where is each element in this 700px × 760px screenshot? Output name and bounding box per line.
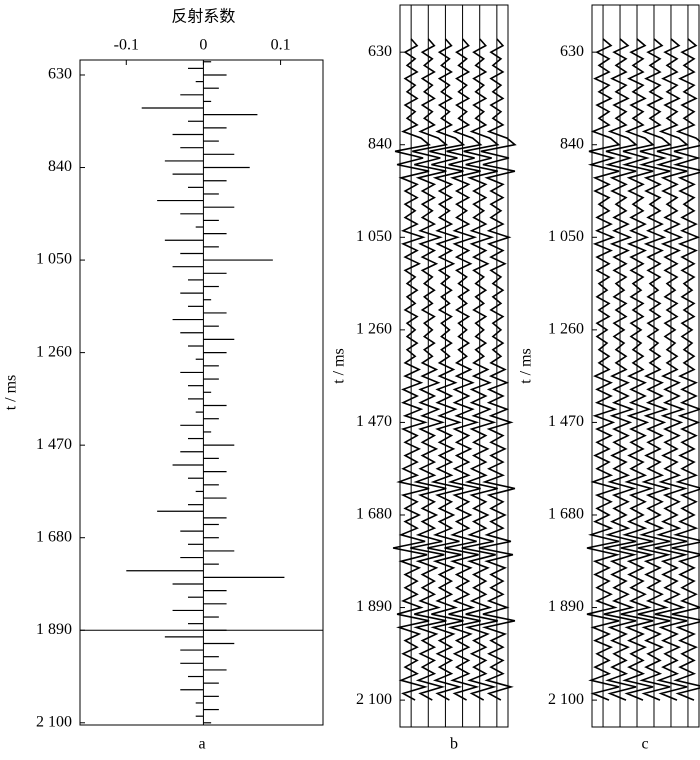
y-tick-label: 1 260 [548, 321, 584, 338]
wiggle-trace [654, 38, 689, 701]
panel-caption: a [198, 736, 205, 753]
y-axis-label: t / ms [3, 375, 20, 411]
plot-frame [399, 4, 509, 728]
y-tick-label: 1 470 [36, 436, 72, 453]
x-tick-label: 0 [199, 37, 207, 54]
wiggle-trace [586, 38, 621, 701]
wiggle-trace [620, 38, 655, 701]
y-tick-label: 1 680 [356, 506, 392, 523]
wiggle-trace [444, 38, 483, 701]
wiggle-trace [461, 38, 500, 701]
y-tick-label: 1 260 [36, 343, 72, 360]
wiggle-trace [392, 38, 431, 701]
wiggle-trace [478, 38, 517, 701]
y-tick-label: 1 890 [36, 621, 72, 638]
plot-frame [79, 59, 324, 726]
wiggle-trace [427, 38, 466, 701]
y-tick-label: 1 890 [548, 598, 584, 615]
y-tick-label: 2 100 [36, 713, 72, 730]
y-tick-label: 1 680 [36, 528, 72, 545]
y-tick-label: 840 [368, 135, 392, 152]
y-tick-label: 630 [560, 43, 584, 60]
x-tick-label: -0.1 [114, 37, 139, 54]
y-tick-label: 1 890 [356, 598, 392, 615]
plot-frame [591, 4, 700, 728]
x-tick-label: 0.1 [271, 37, 291, 54]
y-tick-label: 1 050 [548, 228, 584, 245]
y-tick-label: 840 [560, 135, 584, 152]
wiggle-trace [671, 38, 700, 701]
y-tick-label: 630 [48, 66, 72, 83]
panel-caption: b [450, 736, 458, 753]
y-tick-label: 840 [48, 158, 72, 175]
wiggle-trace [637, 38, 672, 701]
y-tick-label: 1 680 [548, 506, 584, 523]
chart-title: 反射系数 [171, 8, 235, 26]
y-axis-label: t / ms [331, 348, 348, 384]
y-tick-label: 630 [368, 43, 392, 60]
wiggle-trace [410, 38, 449, 701]
wiggle-trace [603, 38, 638, 701]
y-axis-label: t / ms [518, 348, 535, 384]
y-tick-label: 1 470 [548, 413, 584, 430]
y-tick-label: 1 470 [356, 413, 392, 430]
y-tick-label: 1 050 [356, 228, 392, 245]
y-tick-label: 2 100 [548, 691, 584, 708]
y-tick-label: 1 050 [36, 251, 72, 268]
y-tick-label: 1 260 [356, 321, 392, 338]
panel-caption: c [641, 736, 648, 753]
y-tick-label: 2 100 [356, 691, 392, 708]
